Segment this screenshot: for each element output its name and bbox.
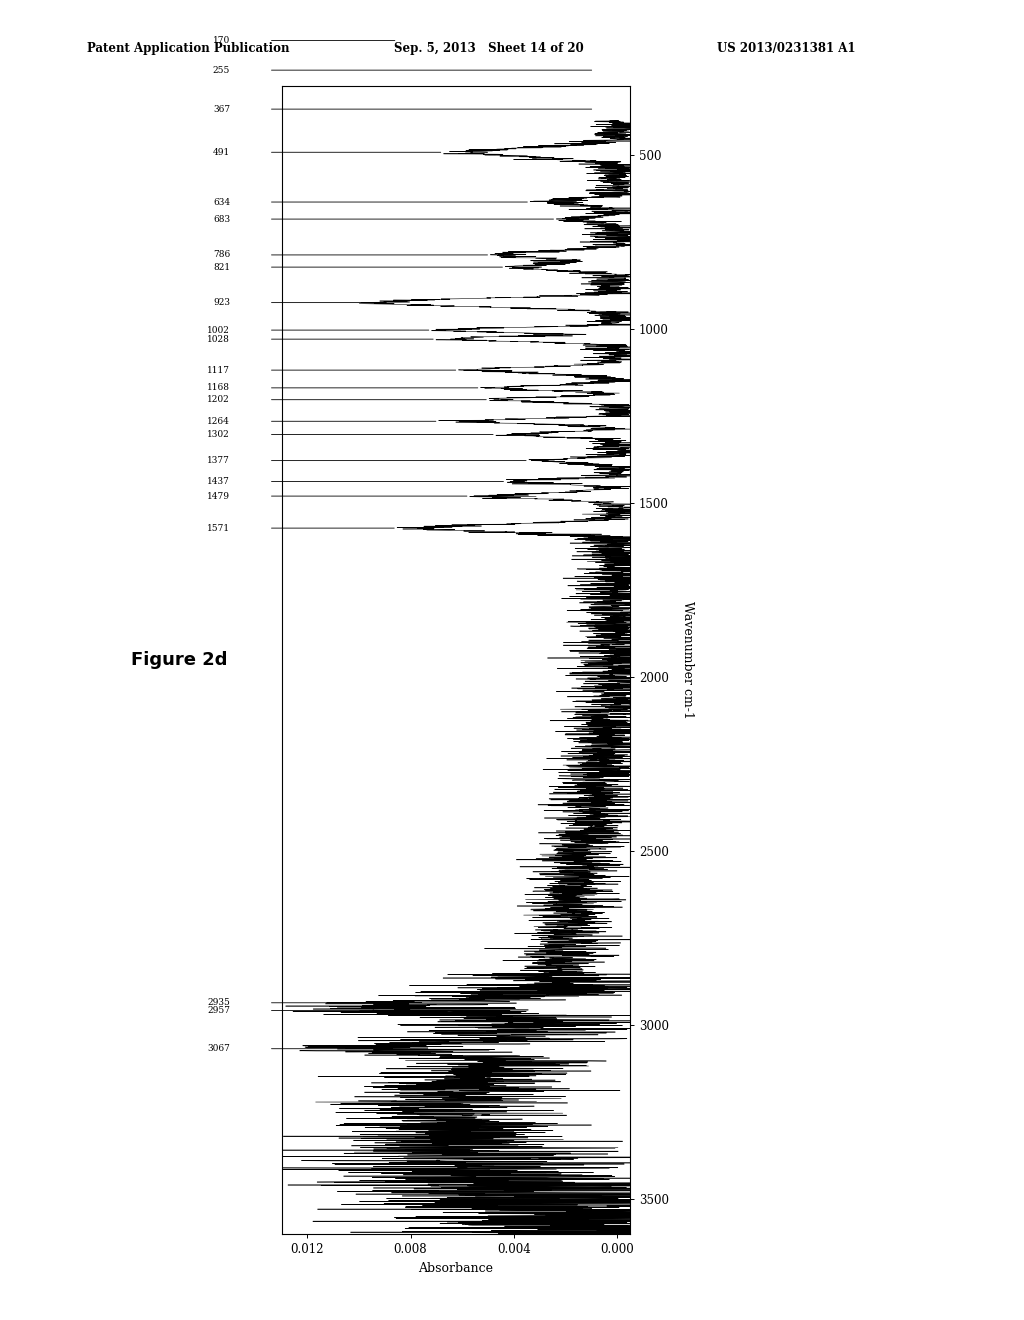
Text: 923: 923: [213, 298, 230, 308]
Y-axis label: Wavenumber cm-1: Wavenumber cm-1: [681, 601, 694, 719]
Text: 1002: 1002: [207, 326, 230, 334]
Text: 1264: 1264: [207, 417, 230, 426]
Text: 2935: 2935: [207, 998, 230, 1007]
Text: 1437: 1437: [207, 477, 230, 486]
Text: 634: 634: [213, 198, 230, 206]
Text: Sep. 5, 2013   Sheet 14 of 20: Sep. 5, 2013 Sheet 14 of 20: [394, 42, 584, 55]
Text: 1202: 1202: [207, 395, 230, 404]
Text: 255: 255: [213, 66, 230, 75]
Text: 1168: 1168: [207, 383, 230, 392]
Text: 786: 786: [213, 251, 230, 260]
Text: 1377: 1377: [207, 457, 230, 465]
Text: 1302: 1302: [207, 430, 230, 440]
Text: 367: 367: [213, 104, 230, 114]
Text: 1028: 1028: [207, 335, 230, 343]
Text: 3067: 3067: [207, 1044, 230, 1053]
Text: 491: 491: [213, 148, 230, 157]
Text: 821: 821: [213, 263, 230, 272]
Text: 683: 683: [213, 215, 230, 223]
Text: Figure 2d: Figure 2d: [131, 651, 227, 669]
Text: 1479: 1479: [207, 491, 230, 500]
Text: US 2013/0231381 A1: US 2013/0231381 A1: [717, 42, 855, 55]
Text: 170: 170: [213, 36, 230, 45]
X-axis label: Absorbance: Absorbance: [418, 1262, 494, 1275]
Text: Patent Application Publication: Patent Application Publication: [87, 42, 290, 55]
Text: 1117: 1117: [207, 366, 230, 375]
Text: 2957: 2957: [207, 1006, 230, 1015]
Text: 1571: 1571: [207, 524, 230, 532]
